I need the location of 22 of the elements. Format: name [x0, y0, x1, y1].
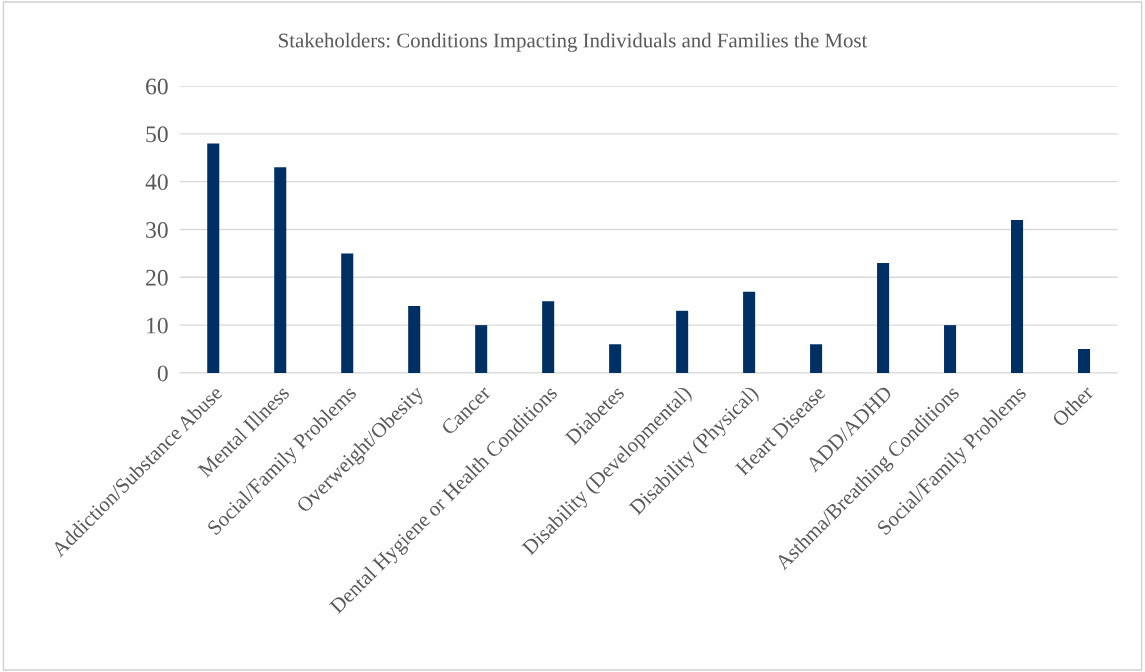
bar — [475, 325, 488, 373]
bar — [542, 301, 555, 373]
y-tick-label: 10 — [147, 317, 168, 334]
y-tick-label: 50 — [146, 126, 168, 143]
bar — [408, 306, 421, 373]
bar — [743, 291, 756, 373]
bar — [1011, 219, 1024, 373]
y-tick-label: 60 — [146, 78, 168, 95]
y-tick-label: 30 — [146, 221, 168, 238]
y-tick-label: 40 — [145, 174, 168, 191]
bar — [341, 253, 354, 373]
chart-title: Stakeholders: Conditions Impacting Individuals and Families the Most — [279, 32, 868, 52]
y-tick-label: 0 — [157, 365, 168, 382]
bar — [1078, 349, 1091, 373]
bar — [810, 344, 823, 373]
bar — [877, 262, 890, 373]
bar — [207, 143, 220, 373]
y-tick-label: 20 — [146, 269, 168, 286]
bar — [274, 167, 287, 373]
bar — [609, 344, 622, 373]
bar — [676, 310, 689, 373]
bar — [944, 325, 957, 373]
